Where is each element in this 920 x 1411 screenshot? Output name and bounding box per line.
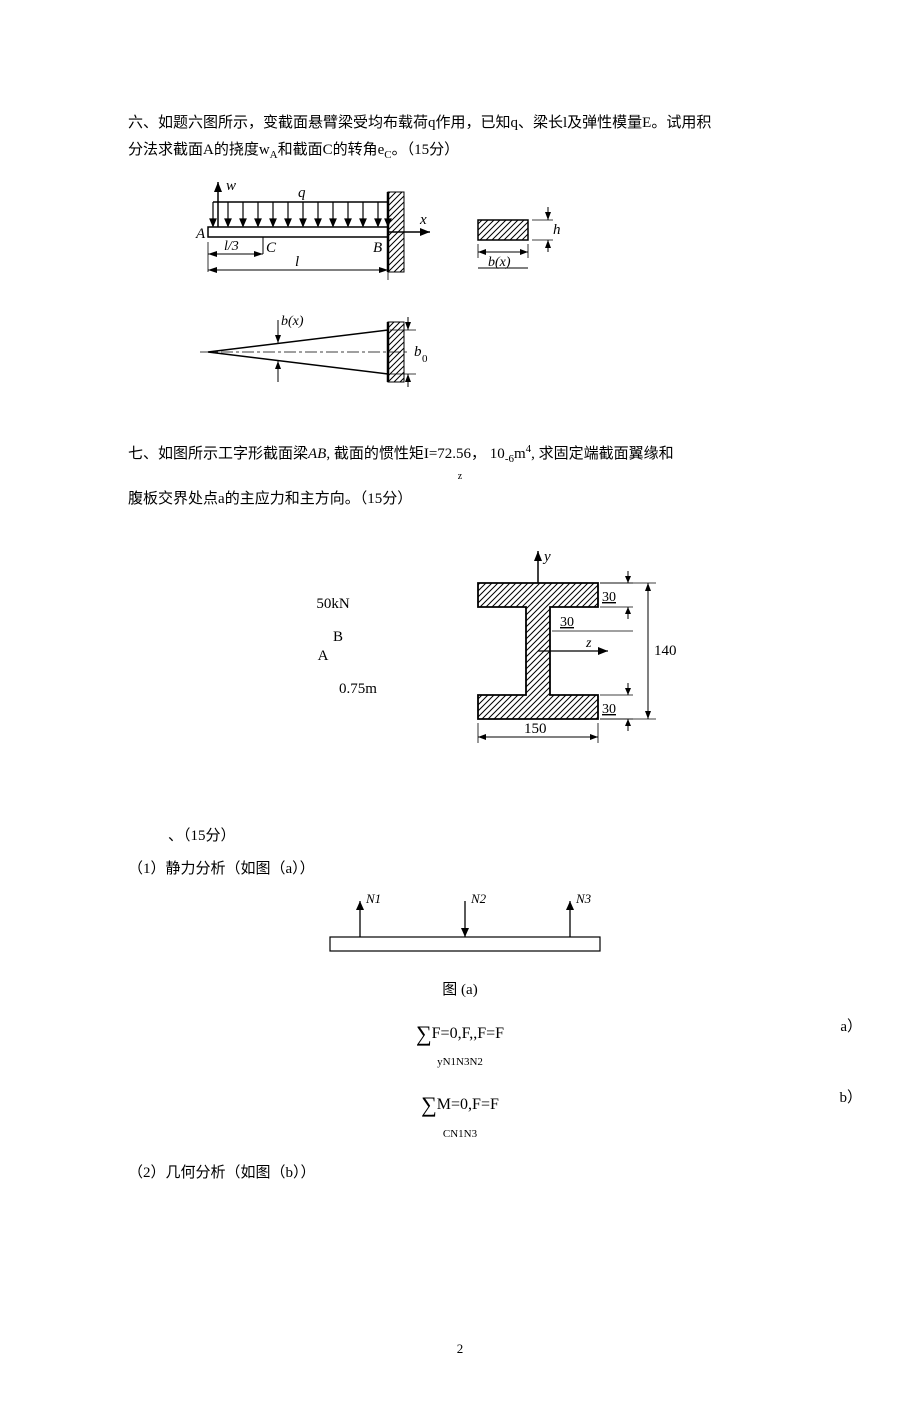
q7-zlab: z: [585, 636, 592, 651]
q7-zlabel: z: [128, 468, 792, 486]
q6-label-x: x: [419, 212, 427, 228]
q6-subA: A: [270, 149, 278, 161]
figa-N2: N2: [470, 891, 487, 906]
q6-label-q: q: [298, 185, 306, 201]
ans-step2: （2）几何分析（如图（b））: [128, 1160, 792, 1187]
q7-d30c: 30: [602, 702, 616, 717]
ans-figa: N1 N2 N3 图 (a): [128, 887, 792, 1004]
q6-label-C: C: [266, 240, 277, 256]
q7-d150: 150: [524, 721, 547, 737]
ans-step1: （1）静力分析（如图（a））: [128, 856, 792, 883]
q7-t3: m: [514, 446, 526, 462]
page-number: 2: [128, 1337, 792, 1360]
q6-line2a: 分法求截面A的挠度w: [128, 142, 270, 158]
eq2-body: M=0,F=F: [437, 1096, 499, 1113]
ans-head: 、（15分）: [168, 823, 792, 850]
q6-label-B: B: [373, 240, 382, 256]
q6-line2b: 和截面C的转角e: [278, 142, 385, 158]
eq2-sub: CN1N3: [128, 1125, 792, 1145]
q6-text: 六、如题六图所示，变截面悬臂梁受均布载荷q作用，已知q、梁长l及弹性模量E。试用…: [128, 110, 792, 166]
answer-section: 、（15分）: [168, 823, 792, 850]
q7-d30a: 30: [602, 590, 616, 605]
q6-label-l: l: [295, 254, 299, 270]
q7-load: 50kN: [218, 591, 448, 618]
sigma-icon-2: ∑: [421, 1092, 437, 1117]
q7-len: 0.75m: [268, 676, 448, 703]
q7-e: -6: [505, 453, 514, 465]
q7-ab: AB: [308, 446, 326, 462]
figa-caption: 图 (a): [128, 977, 792, 1004]
q6-label-A: A: [195, 226, 206, 242]
eq1-label: a）: [840, 1014, 862, 1041]
q7-d140: 140: [654, 643, 677, 659]
q6-label-b0: b: [414, 344, 422, 360]
eq1-sub: yN1N3N2: [128, 1053, 792, 1073]
eq1-body: F=0,F,,F=F: [432, 1025, 504, 1042]
q6-label-b0sub: 0: [422, 353, 428, 365]
q6-line2c: 。（15分）: [392, 142, 460, 158]
sigma-icon: ∑: [416, 1021, 432, 1046]
q7-text: 七、如图所示工字形截面梁AB, 截面的惯性矩I=72.56， 10-6m4, 求…: [128, 440, 792, 513]
q7-t1: 七、如图所示工字形截面梁: [128, 446, 308, 462]
q7-figure: 50kN B A 0.75m y z 30 30 140 30 150: [188, 543, 792, 763]
figa-N1: N1: [365, 891, 381, 906]
eq1: ∑F=0,F,,F=F: [128, 1014, 792, 1054]
q6-label-l3: l/3: [224, 239, 239, 254]
q6-label-h: h: [553, 222, 561, 238]
q6-label-w: w: [226, 178, 236, 194]
eq2: ∑M=0,F=F: [128, 1085, 792, 1125]
q6-label-bx2: b(x): [281, 314, 304, 329]
q7-Alab: A: [198, 643, 448, 670]
q6-subC: C: [384, 149, 391, 161]
figa-N3: N3: [575, 891, 592, 906]
eq2-label: b）: [839, 1085, 862, 1112]
q7-t5: 腹板交界处点: [128, 491, 218, 507]
q7-t2: , 截面的惯性矩I=72.56， 10: [326, 446, 504, 462]
q7-t6: 的主应力和主方向。（15分）: [225, 491, 413, 507]
q6-figure: w q x A C B l/3 l h: [158, 172, 792, 412]
q7-ylab: y: [542, 549, 551, 565]
q7-d30b: 30: [560, 615, 574, 630]
q7-a: a: [218, 491, 225, 507]
q7-t4: , 求固定端截面翼缘和: [531, 446, 674, 462]
q6-line1: 六、如题六图所示，变截面悬臂梁受均布载荷q作用，已知q、梁长l及弹性模量E。试用…: [128, 115, 711, 131]
